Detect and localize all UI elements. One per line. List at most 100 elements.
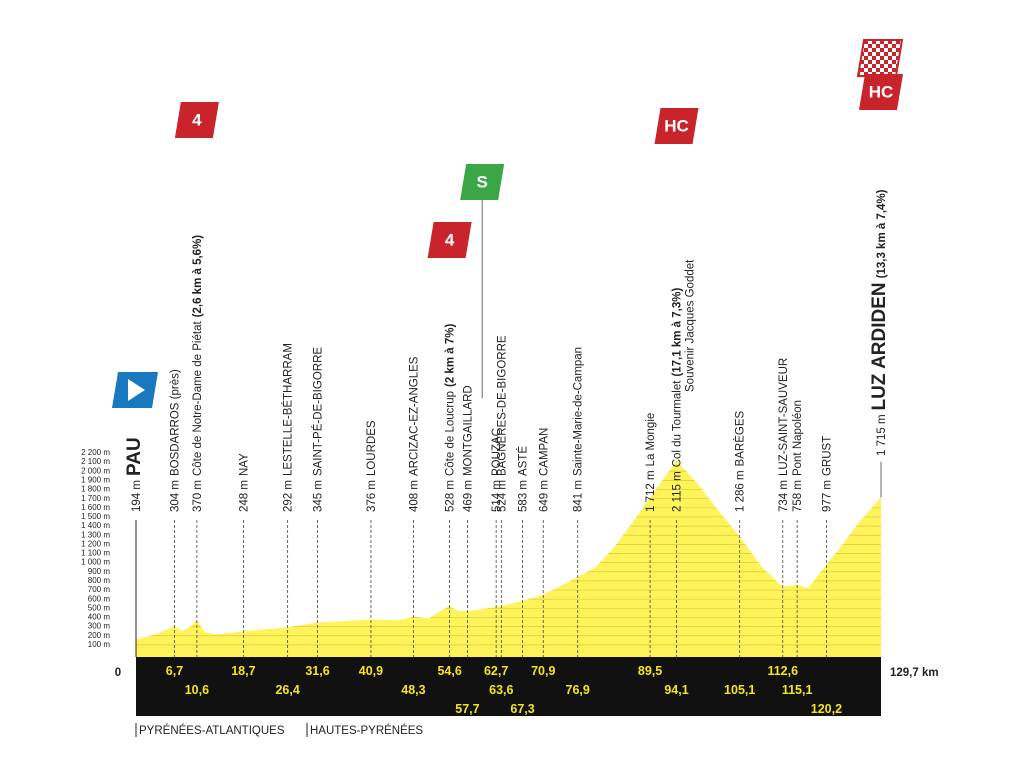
km-band (136, 657, 881, 716)
y-tick-label: 2 100 m (81, 457, 110, 466)
km-label: 115,1 (782, 683, 813, 697)
flag-shape (859, 74, 903, 110)
waypoint-name: LUZ-SAINT-SAUVEUR (778, 358, 790, 476)
flag-shape (174, 102, 219, 138)
waypoint-label: 841 m Sainte-Marie-de-Campan (573, 347, 585, 512)
waypoint-altitude: 370 m (192, 480, 204, 512)
km-label: 54,6 (437, 664, 461, 678)
waypoint-name: GRUST (821, 436, 833, 476)
km-label: 57,7 (455, 702, 479, 716)
waypoint-name: Sainte-Marie-de-Campan (573, 347, 585, 476)
waypoint-name: LOURDES (366, 420, 378, 476)
waypoint-name: Côte de Loucrup (445, 391, 457, 476)
km-label: 18,7 (231, 664, 255, 678)
y-tick-label: 200 m (88, 631, 111, 640)
waypoint-altitude: 408 m (408, 480, 420, 512)
waypoint-altitude: 977 m (821, 480, 833, 512)
waypoint-label: 758 m Pont Napoléon (792, 400, 804, 512)
waypoint-name: LUZ ARDIDEN (869, 282, 890, 410)
waypoint-name: Col du Tourmalet (672, 380, 684, 468)
region-label: HAUTES-PYRÉNÉES (310, 724, 423, 737)
flag-text: 4 (192, 110, 202, 129)
climb-info: (2,6 km à 5,6%) (192, 235, 204, 318)
waypoint-name: Côte de Notre-Dame de Piétat (192, 321, 204, 476)
y-tick-label: 1 300 m (81, 530, 110, 539)
waypoint-altitude: 528 m (445, 480, 457, 512)
km-label: 6,7 (166, 664, 183, 678)
climb-info: (13,3 km à 7,4%) (876, 189, 888, 278)
waypoint-altitude: 649 m (538, 480, 550, 512)
y-tick-label: 100 m (88, 640, 111, 649)
waypoint-altitude: 1 712 m (645, 470, 657, 512)
km-label: 120,2 (811, 702, 842, 716)
waypoint-altitude: 345 m (313, 480, 325, 512)
y-tick-label: 400 m (88, 613, 111, 622)
waypoint-altitude: 524 m (496, 480, 508, 512)
flag-shape (460, 164, 505, 200)
waypoint-altitude: 1 286 m (735, 470, 747, 512)
waypoint-note: Souvenir Jacques Goddet (685, 259, 697, 392)
elevation-area (136, 460, 881, 657)
waypoint-label: 1 715 m LUZ ARDIDEN (13,3 km à 7,4%) (869, 189, 890, 456)
flag-shape (654, 108, 699, 144)
waypoint-altitude: 583 m (518, 480, 530, 512)
flag-text: HC (664, 116, 689, 135)
km-label: 31,6 (305, 664, 329, 678)
waypoint-label: 583 m ASTÉ (517, 446, 530, 512)
waypoint-label: 376 m LOURDES (366, 420, 378, 512)
waypoint-altitude: 841 m (573, 480, 585, 512)
flag-shape (427, 222, 472, 258)
y-tick-label: 500 m (88, 603, 111, 612)
waypoint-label: 1 712 m La Mongie (645, 413, 657, 512)
start-flag (112, 372, 158, 408)
waypoint-label: 514 m POUZAC (491, 428, 503, 512)
waypoint-altitude: 292 m (283, 480, 295, 512)
category-flag: S (460, 164, 505, 398)
waypoint-name: PAU (124, 437, 145, 476)
y-tick-label: 1 500 m (81, 512, 110, 521)
climb-info: (17,1 km à 7,3%) (672, 288, 684, 377)
waypoint-name: Pont Napoléon (792, 400, 804, 476)
waypoint-altitude: 469 m (462, 480, 474, 512)
waypoint-name: SAINT-PÉ-DE-BIGORRE (312, 347, 325, 476)
waypoint-altitude: 2 115 m (672, 471, 684, 512)
waypoint-name: ASTÉ (517, 446, 530, 476)
waypoint-name: NAY (238, 453, 250, 476)
km-label: 94,1 (664, 683, 688, 697)
km-label: 76,9 (566, 683, 590, 697)
waypoint-altitude: 304 m (169, 480, 181, 512)
category-flag: HC (654, 108, 699, 144)
waypoint-name: POUZAC (491, 428, 503, 476)
y-tick-label: 900 m (88, 567, 111, 576)
waypoint-name: MONTGAILLARD (462, 385, 474, 476)
waypoint-altitude: 1 715 m (876, 414, 888, 456)
y-tick-label: 1 200 m (81, 539, 110, 548)
waypoint-name: BOSDARROS (près) (169, 369, 181, 476)
category-flag: 4 (427, 222, 472, 258)
waypoint-label: 408 m ARCIZAC-EZ-ANGLES (408, 356, 420, 512)
y-tick-label: 1 100 m (81, 549, 110, 558)
waypoint-label: 345 m SAINT-PÉ-DE-BIGORRE (312, 347, 325, 512)
waypoint-altitude: 248 m (238, 480, 250, 512)
waypoint-altitude: 514 m (491, 480, 503, 512)
y-tick-label: 800 m (88, 576, 111, 585)
waypoint-altitude: 376 m (366, 480, 378, 512)
y-tick-label: 1 700 m (81, 494, 110, 503)
km-label: 105,1 (724, 683, 755, 697)
waypoint-name: BAGNÈRES-DE-BIGORRE (495, 335, 508, 476)
y-tick-label: 2 000 m (81, 466, 110, 475)
km-label: 48,3 (401, 683, 425, 697)
km-label: 63,6 (489, 683, 513, 697)
category-flag: 4 (174, 102, 219, 138)
km-label: 89,5 (638, 664, 662, 678)
y-tick-label: 600 m (88, 594, 111, 603)
waypoint-label: 194 m PAU (124, 437, 145, 512)
flag-text: HC (869, 82, 894, 101)
category-flag: HC (859, 74, 903, 110)
waypoint-label: 248 m NAY (238, 453, 250, 512)
y-tick-label: 2 200 m (81, 448, 110, 457)
flag-text: S (476, 172, 487, 191)
waypoint-name: BARÈGES (734, 411, 747, 467)
y-tick-label: 1 000 m (81, 558, 110, 567)
waypoint-name: LESTELLE-BÉTHARRAM (282, 343, 295, 476)
